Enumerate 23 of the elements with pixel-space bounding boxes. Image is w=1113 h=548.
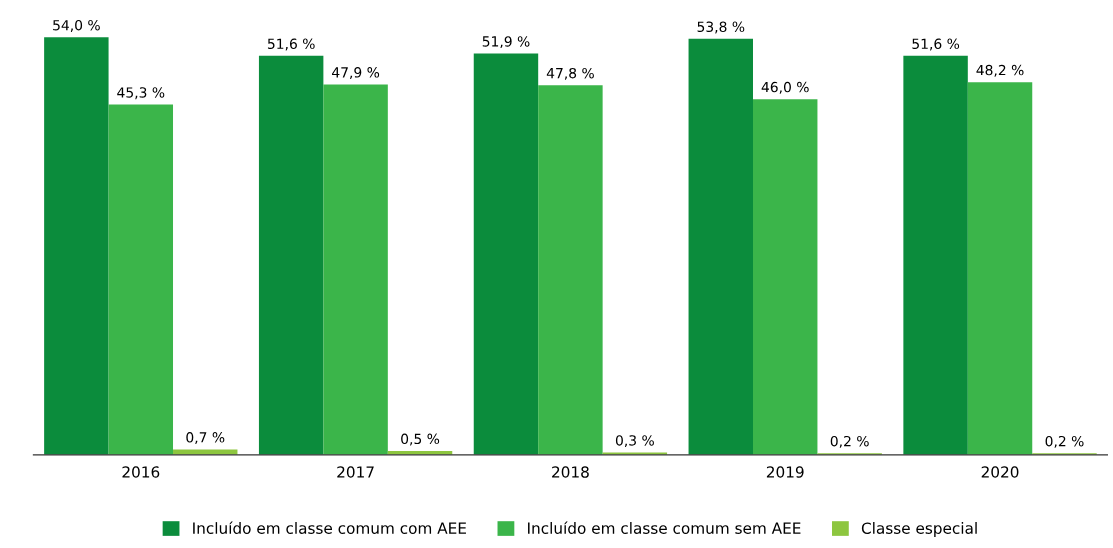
data-label: 51,9 % xyxy=(482,36,530,49)
data-label: 0,2 % xyxy=(830,435,869,448)
data-label: 0,7 % xyxy=(186,432,225,444)
data-label: 48,2 % xyxy=(976,64,1024,77)
data-label: 0,5 % xyxy=(401,433,440,446)
data-label: 51,6 % xyxy=(912,38,960,51)
legend-label: Classe especial xyxy=(861,522,977,537)
data-label: 0,2 % xyxy=(1045,435,1084,448)
data-label: 47,9 % xyxy=(332,67,380,80)
data-label: 46,0 % xyxy=(761,81,809,94)
data-label: 53,8 % xyxy=(697,21,745,34)
legend-label: Incluído em classe comum sem AEE xyxy=(528,521,801,534)
x-tick-label: 2016 xyxy=(122,466,160,478)
data-label: 45,3 % xyxy=(117,87,165,100)
x-tick-label: 2019 xyxy=(766,466,804,478)
x-tick-label: 2017 xyxy=(337,466,374,478)
data-label: 47,8 % xyxy=(546,67,594,80)
x-tick-label: 2018 xyxy=(552,466,589,478)
legend-label: Incluído em classe comum com AEE xyxy=(193,521,466,534)
data-label: 54,0 % xyxy=(53,19,100,32)
data-label: 0,3 % xyxy=(615,435,654,448)
data-label: 51,6 % xyxy=(267,38,315,51)
x-tick-label: 2020 xyxy=(981,466,1019,478)
